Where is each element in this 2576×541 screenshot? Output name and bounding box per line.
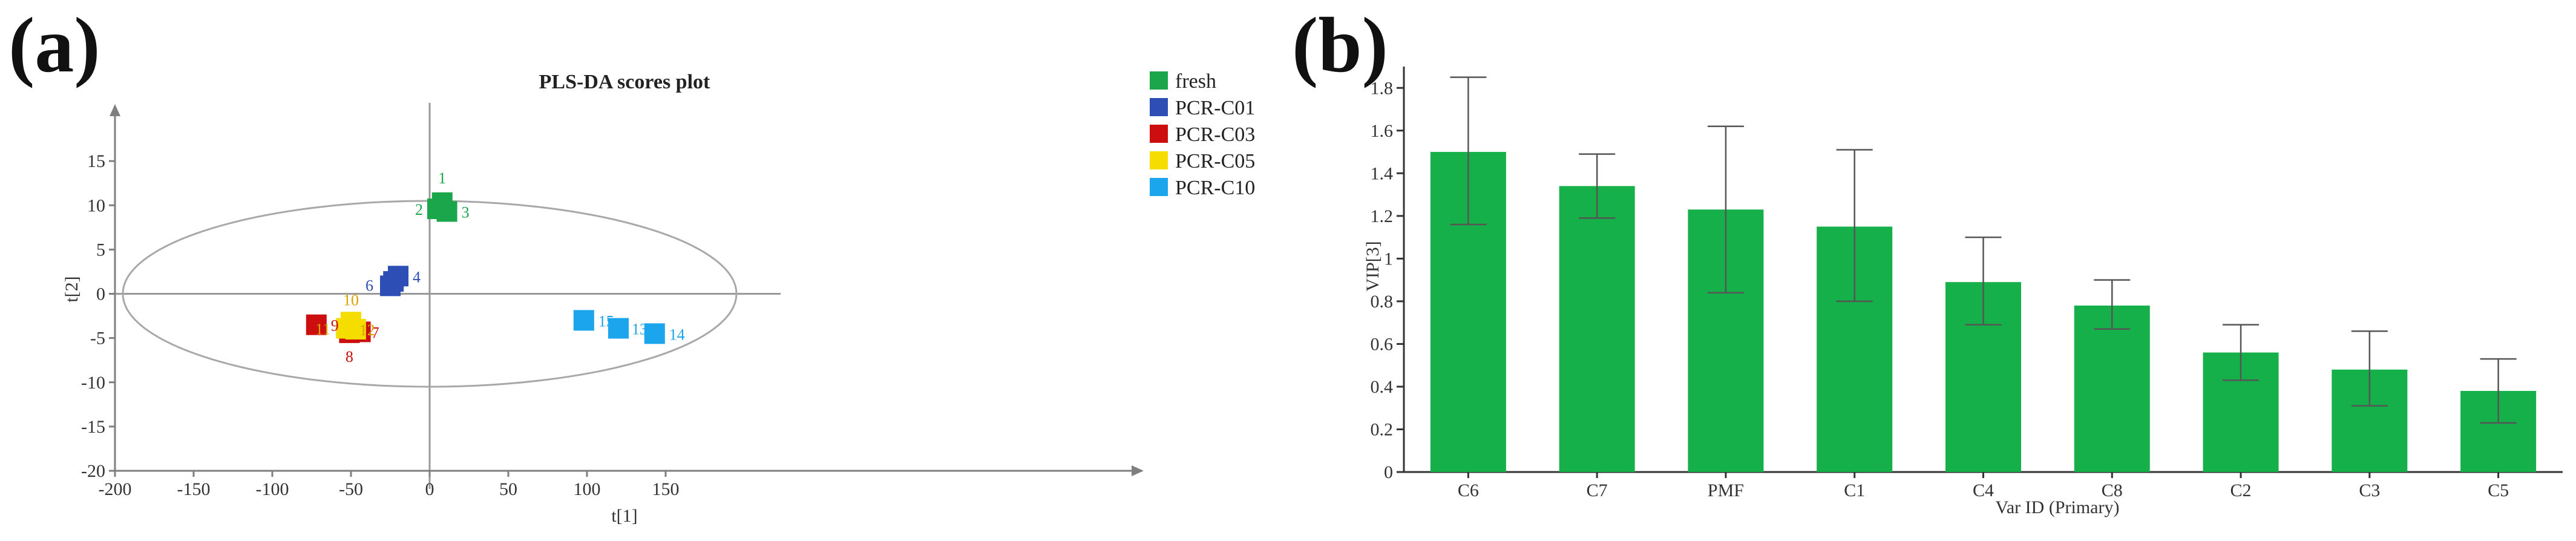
scatter-point-label: 1 <box>438 169 446 187</box>
scatter-point-label: 4 <box>413 268 421 286</box>
bar-y-axis-title: VIP[3] <box>1363 241 1383 291</box>
scatter-x-tick-label: 0 <box>425 479 434 499</box>
scatter-point-label: 3 <box>462 203 470 221</box>
scatter-y-axis-title: t[2] <box>62 276 82 302</box>
bar-y-tick-label: 1.2 <box>1371 206 1394 226</box>
scatter-point-3 <box>436 201 457 222</box>
panel-b-label: (b) <box>1292 2 1388 89</box>
scatter-x-tick-label: 150 <box>652 479 680 499</box>
scatter-x-tick-label: -50 <box>339 479 363 499</box>
bar-x-tick-label: C4 <box>1973 480 1994 500</box>
bar-y-tick-label: 1.4 <box>1371 163 1394 183</box>
legend-swatch-pcr-c10 <box>1150 178 1168 196</box>
scatter-y-tick-label: 10 <box>87 195 105 215</box>
scatter-point-15 <box>573 310 594 331</box>
scatter-point-label: 9 <box>331 317 339 335</box>
bar-y-tick-label: 0.8 <box>1371 292 1394 312</box>
scatter-x-tick-label: 100 <box>574 479 601 499</box>
legend-label-pcr-c05: PCR-C05 <box>1175 150 1255 172</box>
x-axis-arrow-icon <box>1132 465 1144 476</box>
bar-y-tick-label: 0.2 <box>1371 419 1394 439</box>
scatter-x-tick-label: -200 <box>99 479 132 499</box>
scatter-point-label: 10 <box>343 291 359 309</box>
scatter-point-label: 2 <box>415 201 423 218</box>
panel-a-label: (a) <box>8 2 100 89</box>
bar-y-tick-label: 1.6 <box>1371 121 1394 141</box>
bar-x-tick-label: C8 <box>2102 480 2123 500</box>
legend-label-pcr-c10: PCR-C10 <box>1175 177 1255 199</box>
bar-x-tick-label: PMF <box>1708 480 1744 500</box>
bar-y-tick-label: 0.6 <box>1371 334 1394 354</box>
scatter-point-13 <box>608 318 629 339</box>
scatter-legend: fresh PCR-C01 PCR-C03 PCR-C05 PCR-C10 <box>1150 70 1255 199</box>
scatter-x-tick-label: 50 <box>499 479 517 499</box>
legend-swatch-pcr-c03 <box>1150 125 1168 143</box>
scatter-x-axis-title: t[1] <box>611 506 637 526</box>
scatter-y-tick-label: 15 <box>87 151 105 171</box>
scatter-y-tick-label: -15 <box>81 417 105 437</box>
scatter-y-tick-label: -20 <box>81 461 105 481</box>
bar-y-tick-label: 0.4 <box>1371 377 1394 397</box>
vip-bar-chart: Var ID (Primary) VIP[3] 0 0.2 0.4 0.6 0.8 1 1.… <box>1363 67 2563 517</box>
scatter-point-9 <box>306 314 327 335</box>
legend-swatch-fresh <box>1150 71 1168 90</box>
scatter-point-label: 12 <box>359 321 375 339</box>
scatter-title: PLS-DA scores plot <box>539 71 710 93</box>
legend-label-fresh: fresh <box>1175 70 1216 93</box>
scatter-point-12 <box>345 319 366 339</box>
scatter-y-tick-label: 5 <box>96 240 105 260</box>
scatter-point-14 <box>644 323 665 344</box>
bar-x-tick-label: C6 <box>1458 480 1479 500</box>
bar-y-tick-label: 0 <box>1384 462 1393 482</box>
bar-y-tick-label: 1.8 <box>1371 78 1394 98</box>
vip-bar-c7 <box>1559 186 1635 472</box>
scatter-x-tick-label: -100 <box>256 479 289 499</box>
scatter-x-tick-label: -150 <box>177 479 211 499</box>
bar-x-tick-label: C3 <box>2359 480 2380 500</box>
scatter-point-label: 7 <box>372 324 379 341</box>
legend-label-pcr-c03: PCR-C03 <box>1175 123 1255 146</box>
scatter-point-label: 15 <box>598 312 614 330</box>
legend-swatch-pcr-c01 <box>1150 98 1168 116</box>
legend-swatch-pcr-c05 <box>1150 151 1168 169</box>
pls-da-scores-plot: PLS-DA scores plot t[1] t[2] -200 -150 -10… <box>62 71 1144 526</box>
scatter-y-tick-label: -5 <box>90 329 105 349</box>
bar-x-axis-title: Var ID (Primary) <box>1996 497 2120 517</box>
bar-x-tick-label: C1 <box>1844 480 1865 500</box>
bar-y-tick-label: 1 <box>1384 249 1393 269</box>
bar-x-tick-label: C7 <box>1587 480 1608 500</box>
bar-x-tick-label: C2 <box>2230 480 2252 500</box>
scatter-point-label: 6 <box>365 277 373 294</box>
scatter-point-label: 8 <box>346 348 353 366</box>
scatter-point-6 <box>380 275 401 297</box>
y-axis-arrow-icon <box>110 104 120 116</box>
vip-bar-c8 <box>2074 305 2150 472</box>
scatter-y-tick-label: 0 <box>96 284 105 304</box>
scatter-point-label: 11 <box>315 321 330 338</box>
bar-x-tick-label: C5 <box>2488 480 2509 500</box>
legend-label-pcr-c01: PCR-C01 <box>1175 97 1255 119</box>
scatter-point-label: 13 <box>632 321 647 338</box>
scatter-y-tick-label: -10 <box>81 373 105 393</box>
scatter-point-label: 14 <box>669 326 685 343</box>
